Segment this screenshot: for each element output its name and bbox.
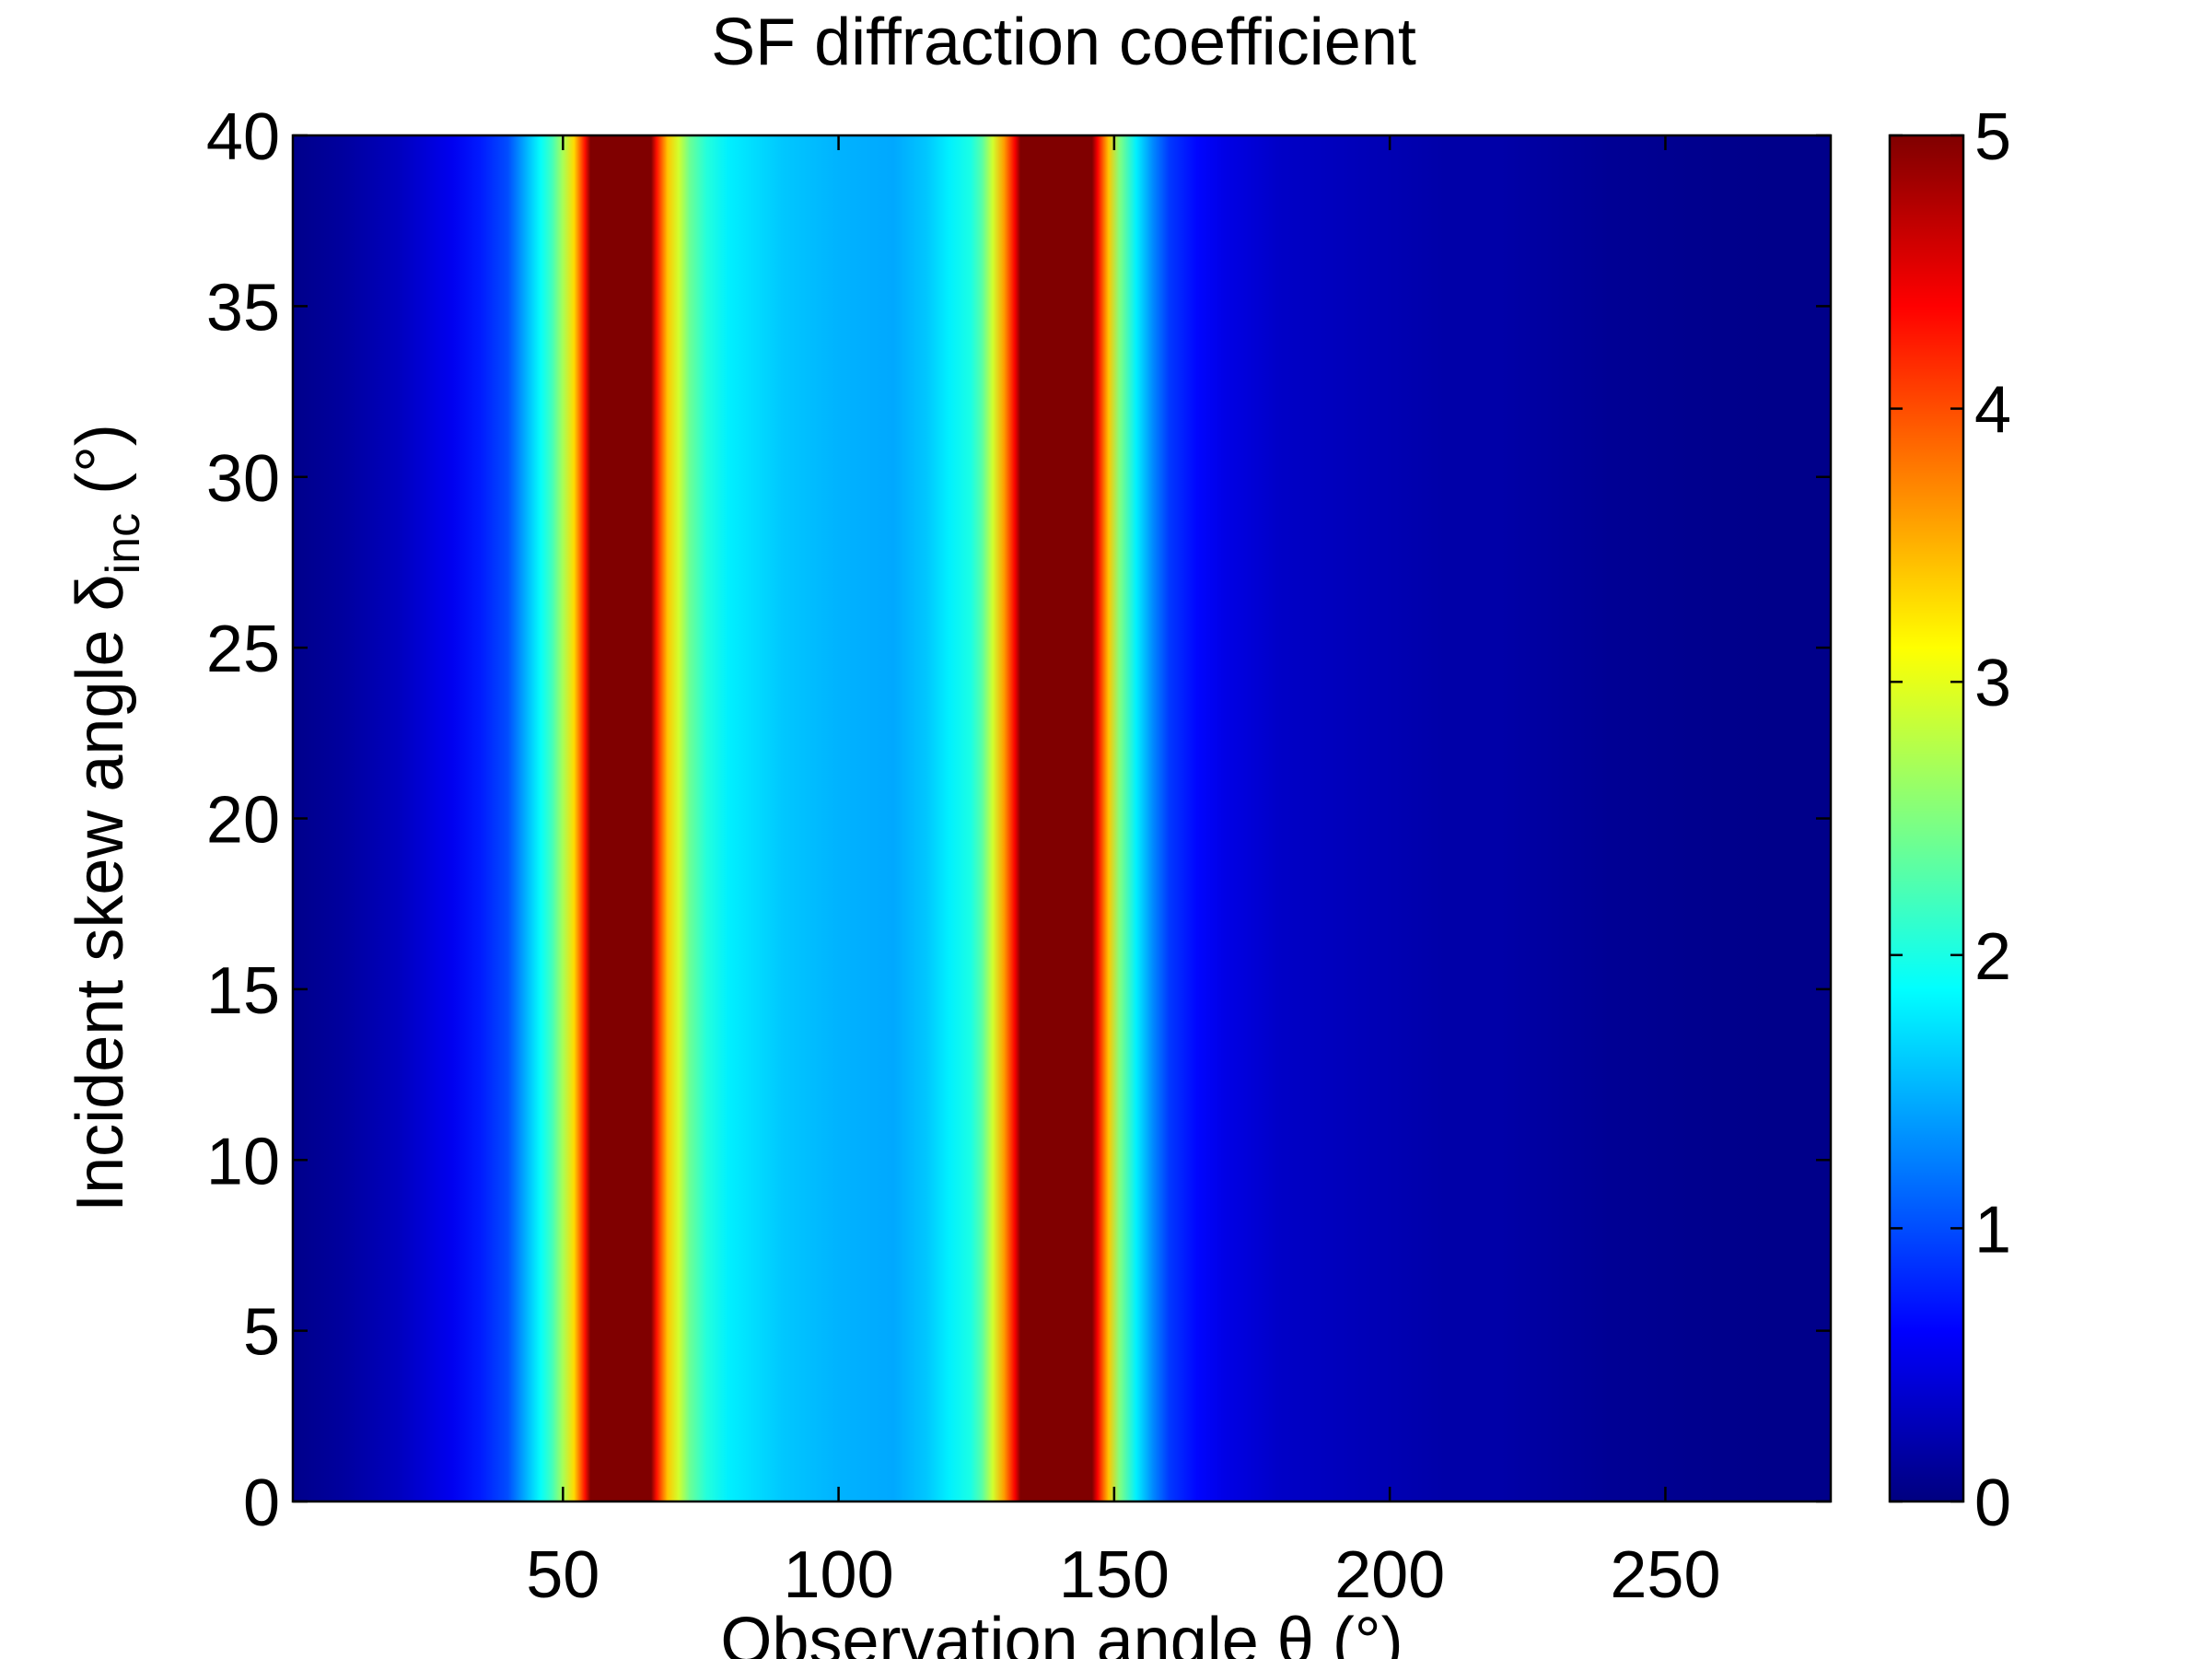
colorbar-tick-label: 4 — [1974, 374, 2011, 448]
colorbar-tick-label: 3 — [1974, 647, 2011, 720]
y-axis-label-subscript: inc — [97, 513, 150, 574]
x-tick-label: 200 — [1334, 1538, 1445, 1612]
colorbar — [1890, 135, 1963, 1501]
y-tick-label: 35 — [206, 271, 280, 345]
colorbar-tick-label: 5 — [1974, 100, 2011, 174]
x-tick-label: 250 — [1610, 1538, 1720, 1612]
x-axis-label: Observation angle θ (°) — [720, 1605, 1403, 1659]
x-tick-label: 150 — [1059, 1538, 1170, 1612]
y-tick-label: 0 — [243, 1466, 280, 1540]
colorbar-tick-label: 1 — [1974, 1193, 2011, 1267]
colorbar-tick-label: 2 — [1974, 920, 2011, 994]
colorbar-tick-label: 0 — [1974, 1466, 2011, 1540]
x-tick-label: 50 — [526, 1538, 600, 1612]
y-tick-label: 15 — [206, 954, 280, 1028]
y-axis-label-main: Incident skew angle δ — [64, 574, 137, 1211]
y-tick-label: 25 — [206, 613, 280, 686]
y-axis-label-suffix: (°) — [64, 424, 137, 513]
y-tick-label: 20 — [206, 784, 280, 858]
x-tick-label: 100 — [784, 1538, 894, 1612]
y-axis-label: Incident skew angle δinc (°) — [64, 424, 150, 1212]
x-axis-ticks: 50 100 150 200 250 — [526, 135, 1721, 1612]
y-tick-label: 5 — [243, 1296, 280, 1370]
colorbar-frame — [1888, 134, 1965, 1503]
colorbar-ticks: 0 1 2 3 4 5 — [1890, 100, 2011, 1540]
y-tick-label: 10 — [206, 1125, 280, 1198]
y-tick-label: 40 — [206, 100, 280, 174]
chart-title: SF diffraction coefficient — [711, 6, 1416, 79]
y-tick-label: 30 — [206, 442, 280, 516]
heatmap-area — [293, 135, 1831, 1501]
y-axis-ticks: 0 5 10 15 20 25 30 35 40 — [206, 100, 1831, 1540]
